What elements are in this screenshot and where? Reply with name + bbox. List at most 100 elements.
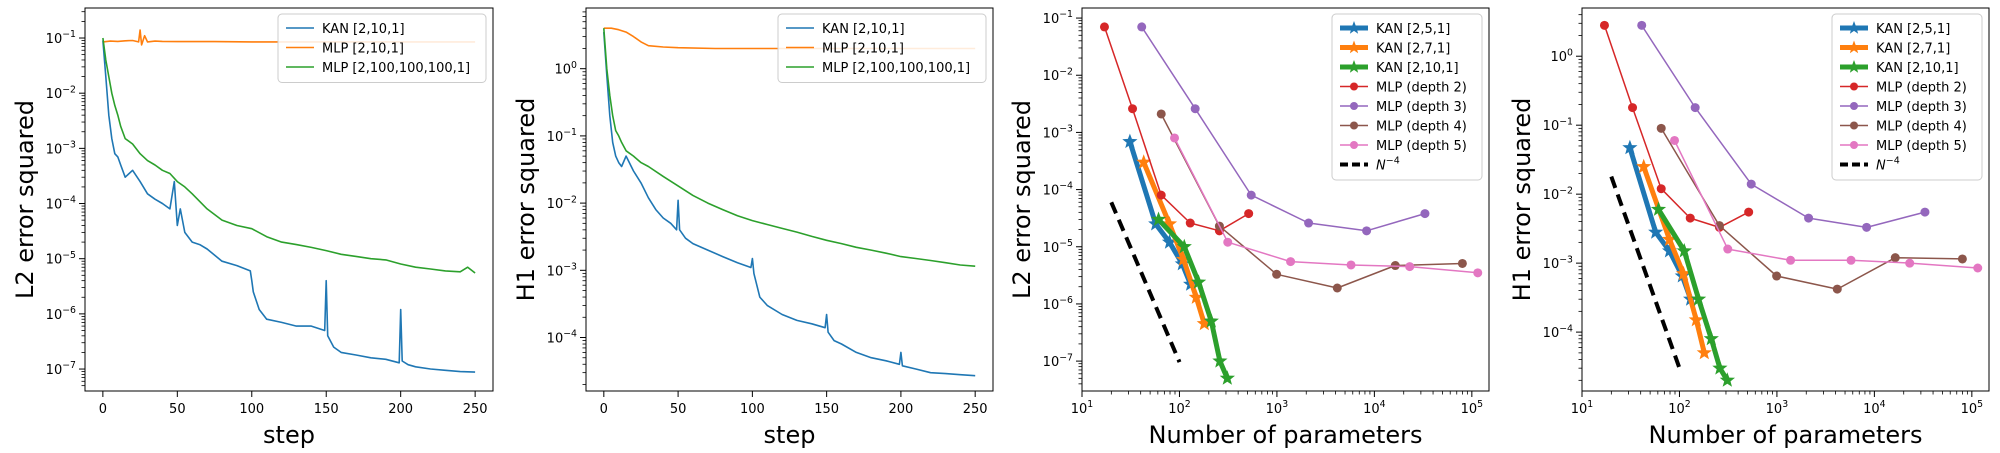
chart-panel-3: 101 102 103 104 105 10−7 10−6 10−5 10−4 10−3 10−2 1… xyxy=(1008,7,1490,449)
series-layer xyxy=(1099,22,1483,385)
data-point-mlp-depth-5 xyxy=(1170,133,1180,143)
x-tick-label: 100 xyxy=(740,402,765,417)
x-tick-label: 101 xyxy=(1071,399,1094,417)
data-point-mlp-depth-3 xyxy=(1637,20,1647,30)
data-point-mlp-depth-5 xyxy=(1346,260,1356,270)
y-tick-label: 100 xyxy=(555,60,578,78)
data-point-kan-2-10-1 xyxy=(1650,201,1667,216)
y-tick-label: 10−4 xyxy=(1043,181,1073,199)
data-point-mlp-depth-4 xyxy=(1890,253,1900,263)
legend-label: KAN [2,10,1] xyxy=(1376,61,1459,76)
legend: KAN [2,5,1] KAN [2,7,1] KAN [2,10,1] MLP (d… xyxy=(1331,13,1483,181)
data-point-kan-2-10-1 xyxy=(1703,330,1719,346)
data-point-kan-2-5-1 xyxy=(1648,224,1664,239)
y-axis-label: H1 error squared xyxy=(512,98,540,302)
axes-frame xyxy=(1081,7,1490,392)
x-axis-label: step xyxy=(764,421,816,449)
x-tick-label: 104 xyxy=(1863,399,1886,417)
series-line-mlp-depth-2 xyxy=(1103,26,1250,232)
x-tick-label: 105 xyxy=(1961,399,1984,417)
data-point-mlp-depth-3 xyxy=(1362,226,1372,236)
series-line-mlp-2-100-100-100-1 xyxy=(603,28,976,267)
data-point-kan-2-10-1 xyxy=(1676,243,1692,258)
legend-marker-mlp-depth-4 xyxy=(1350,121,1358,130)
legend-label: KAN [2,7,1] xyxy=(1376,42,1450,57)
data-point-mlp-depth-2 xyxy=(1156,190,1166,200)
data-point-mlp-depth-2 xyxy=(1244,209,1254,219)
y-tick-label: 10−7 xyxy=(46,360,76,378)
x-tick-label: 0 xyxy=(600,402,608,417)
chart-panel-2: 0 50 100 150 200 250 10−4 10−3 10−2 10−1 100 step H1… xyxy=(512,7,994,449)
legend-label: KAN [2,5,1] xyxy=(1876,22,1950,37)
y-axis-label: L2 error squared xyxy=(11,100,39,299)
legend-label: MLP (depth 4) xyxy=(1876,120,1967,135)
legend-label: MLP (depth 3) xyxy=(1876,100,1967,115)
data-point-mlp-depth-5 xyxy=(1670,135,1680,145)
legend-label: MLP (depth 3) xyxy=(1376,100,1467,115)
data-point-kan-2-5-1 xyxy=(1161,234,1178,249)
y-tick-label: 10−2 xyxy=(1043,66,1073,84)
legend-label: KAN [2,10,1] xyxy=(822,22,905,37)
x-axis-label: Number of parameters xyxy=(1648,421,1922,449)
data-point-mlp-depth-4 xyxy=(1272,269,1282,279)
data-point-mlp-depth-5 xyxy=(1905,258,1915,268)
y-tick-label: 10−1 xyxy=(46,29,76,47)
x-tick-label: 150 xyxy=(314,402,339,417)
data-point-kan-2-10-1 xyxy=(1212,353,1228,368)
x-tick-label: 102 xyxy=(1168,399,1191,417)
data-point-mlp-depth-2 xyxy=(1099,22,1109,32)
series-line-mlp-depth-5 xyxy=(1173,137,1478,274)
y-tick-label: 10−2 xyxy=(46,84,76,102)
legend-marker-kan-2-5-1 xyxy=(1347,21,1361,34)
data-point-kan-2-10-1 xyxy=(1190,274,1207,289)
series-line-mlp-depth-3 xyxy=(1641,24,1926,229)
series-line-mlp-depth-5 xyxy=(1673,140,1978,269)
legend: KAN [2,10,1] MLP [2,10,1] MLP [2,100,100,1… xyxy=(277,13,487,83)
series-line-kan-2-10-1 xyxy=(102,40,476,373)
x-tick-label: 101 xyxy=(1571,399,1594,417)
legend-label: N−4 xyxy=(1876,156,1900,174)
legend-label: MLP (depth 2) xyxy=(1376,81,1467,96)
legend-label: KAN [2,7,1] xyxy=(1876,42,1950,57)
series-line-kan-2-10-1 xyxy=(603,32,976,377)
data-point-mlp-depth-3 xyxy=(1304,218,1314,228)
data-point-kan-2-7-1 xyxy=(1688,312,1704,327)
legend-marker-kan-2-7-1 xyxy=(1847,40,1861,54)
chart-panel-1: 0 50 100 150 200 250 10−7 10−6 10−5 10−4 10−3 10−2 1… xyxy=(11,7,494,449)
data-point-mlp-depth-3 xyxy=(1690,103,1700,113)
data-point-kan-2-7-1 xyxy=(1188,289,1204,304)
data-point-mlp-depth-5 xyxy=(1846,255,1856,265)
x-tick-label: 150 xyxy=(814,402,839,417)
y-tick-label: 10−6 xyxy=(46,305,76,323)
y-tick-label: 10−6 xyxy=(1043,295,1073,313)
y-axis-label: H1 error squared xyxy=(1508,98,1536,302)
x-tick-label: 250 xyxy=(963,402,988,417)
series-layer xyxy=(1599,20,1983,387)
y-tick-label: 10−2 xyxy=(1543,185,1573,203)
data-point-mlp-depth-2 xyxy=(1599,20,1609,30)
legend-marker-mlp-depth-3 xyxy=(1350,102,1358,110)
x-tick-label: 104 xyxy=(1363,399,1386,417)
data-point-kan-2-10-1 xyxy=(1712,360,1728,375)
y-tick-label: 10−4 xyxy=(1543,323,1573,341)
legend-label: MLP [2,100,100,100,1] xyxy=(322,61,470,76)
x-tick-label: 105 xyxy=(1461,399,1484,417)
legend-marker-mlp-depth-5 xyxy=(1850,141,1858,149)
legend-label: KAN [2,10,1] xyxy=(322,22,405,37)
legend-label: MLP (depth 5) xyxy=(1876,139,1967,154)
axes-frame xyxy=(585,7,994,392)
data-point-kan-2-5-1 xyxy=(1622,139,1638,155)
data-point-mlp-depth-3 xyxy=(1246,190,1256,200)
data-point-kan-2-7-1 xyxy=(1675,265,1692,281)
legend-label: MLP [2,10,1] xyxy=(822,42,904,57)
data-point-mlp-depth-4 xyxy=(1656,123,1666,133)
data-point-kan-2-10-1 xyxy=(1690,291,1707,306)
series-line-mlp-depth-2 xyxy=(1603,25,1750,229)
data-point-kan-2-7-1 xyxy=(1196,315,1212,331)
y-tick-label: 10−3 xyxy=(547,261,577,279)
data-point-kan-2-7-1 xyxy=(1175,251,1192,266)
x-tick-label: 50 xyxy=(670,402,687,417)
data-point-mlp-depth-3 xyxy=(1420,209,1430,219)
legend-marker-kan-2-5-1 xyxy=(1847,21,1861,34)
legend-label: MLP (depth 4) xyxy=(1376,120,1467,135)
